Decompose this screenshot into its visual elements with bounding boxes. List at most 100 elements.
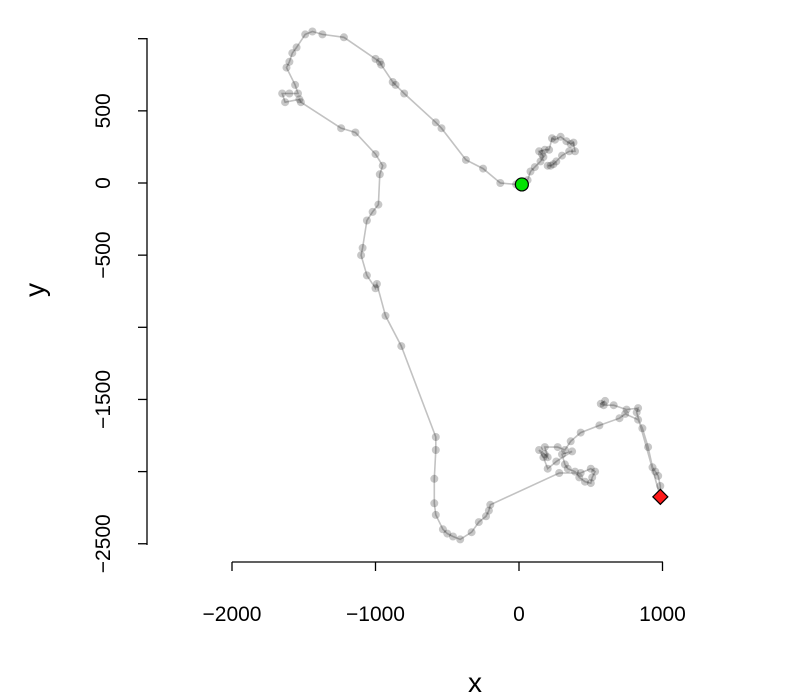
data-point <box>569 138 578 147</box>
data-point <box>535 446 544 454</box>
data-point <box>378 161 387 170</box>
data-point <box>443 529 452 538</box>
y-tick-label: 0 <box>92 177 115 189</box>
data-point <box>566 437 575 446</box>
data-point <box>391 80 400 89</box>
data-point <box>486 500 495 509</box>
y-tick-label: −2500 <box>92 514 115 573</box>
data-point <box>545 145 554 154</box>
data-point <box>546 161 555 170</box>
data-point <box>431 118 440 127</box>
data-point <box>536 157 545 166</box>
data-point <box>295 95 304 104</box>
data-point <box>601 396 610 405</box>
end-point <box>651 488 669 506</box>
x-axis-label: x <box>468 667 482 698</box>
x-tick-label: −1000 <box>346 603 405 626</box>
endpoint-markers <box>514 177 669 506</box>
data-point <box>318 30 327 39</box>
data-point <box>571 467 579 476</box>
start-point <box>514 177 529 192</box>
trajectory-line-loop <box>521 135 576 186</box>
data-point <box>467 528 476 537</box>
data-point <box>555 469 564 477</box>
data-point <box>296 98 305 107</box>
data-point <box>484 506 493 515</box>
data-point <box>294 89 302 98</box>
data-point <box>285 57 294 66</box>
data-point <box>638 424 647 433</box>
data-point <box>588 473 597 482</box>
data-point <box>368 207 377 216</box>
data-point <box>285 89 294 98</box>
data-point <box>539 153 548 161</box>
data-point <box>609 401 618 410</box>
data-point <box>362 216 371 225</box>
data-point <box>621 409 630 418</box>
data-point <box>540 450 549 459</box>
data-point <box>562 137 571 146</box>
data-point <box>556 132 565 141</box>
data-point <box>543 464 552 473</box>
data-point <box>371 284 380 293</box>
data-point <box>540 443 549 452</box>
data-point <box>362 271 371 280</box>
data-point <box>634 404 643 413</box>
data-point <box>291 80 300 89</box>
data-point <box>456 535 465 544</box>
data-point <box>372 280 381 288</box>
data-point <box>496 179 505 187</box>
data-point <box>535 147 544 156</box>
data-point <box>308 27 317 36</box>
data-point <box>560 460 569 469</box>
data-point <box>622 405 631 414</box>
data-point <box>543 453 552 462</box>
data-point <box>575 473 584 482</box>
data-point <box>449 532 457 541</box>
data-point <box>543 161 552 170</box>
data-point <box>351 128 360 137</box>
data-point <box>615 414 624 423</box>
data-point <box>461 155 470 164</box>
data-point <box>576 469 585 477</box>
data-point <box>281 98 290 107</box>
data-point <box>563 464 572 473</box>
data-point <box>431 446 440 454</box>
data-point <box>648 463 657 472</box>
data-point <box>377 60 386 69</box>
y-tick-label: −500 <box>92 231 115 278</box>
data-point <box>558 450 566 459</box>
data-point <box>560 446 569 454</box>
data-point <box>596 399 605 408</box>
data-point <box>571 147 579 156</box>
data-point <box>581 477 589 486</box>
data-point <box>526 167 535 176</box>
y-tick-label: −1500 <box>92 370 115 429</box>
data-point <box>550 135 559 144</box>
data-point <box>565 147 574 156</box>
data-point <box>278 89 287 98</box>
data-point <box>371 150 380 159</box>
data-point <box>651 467 660 476</box>
data-point <box>371 54 380 63</box>
data-point <box>539 453 548 462</box>
data-point <box>431 510 440 519</box>
data-point <box>292 43 301 52</box>
data-point <box>375 170 384 179</box>
data-point <box>632 408 641 417</box>
data-point <box>288 49 297 58</box>
data-point <box>301 30 310 39</box>
data-point <box>474 518 483 527</box>
data-point <box>438 525 447 534</box>
data-point <box>586 479 595 488</box>
y-tick-label: 500 <box>92 93 115 128</box>
data-point <box>576 428 585 437</box>
data-point <box>337 124 346 133</box>
data-point <box>357 251 366 260</box>
x-axis-ticks: −2000 −1000 0 1000 <box>203 562 686 626</box>
data-point <box>552 157 561 166</box>
data-point <box>388 78 397 86</box>
data-point <box>374 200 383 209</box>
data-point <box>400 89 409 98</box>
